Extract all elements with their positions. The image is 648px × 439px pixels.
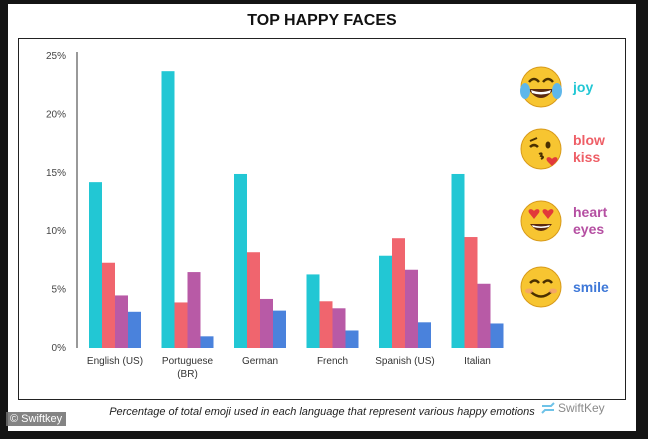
bar-blow-kiss <box>102 262 115 348</box>
bar-blow-kiss <box>247 252 260 348</box>
bar-blow-kiss <box>392 238 405 348</box>
bar-heart-eyes <box>405 269 418 348</box>
bar-joy <box>161 71 175 349</box>
bar-joy <box>234 173 247 348</box>
smiling-face-icon <box>520 266 562 308</box>
bar-joy <box>306 274 320 348</box>
legend-item-heart-eyes: heart eyes <box>519 199 607 243</box>
legend-label-blow-kiss-line1: blow <box>573 132 605 148</box>
bar-blow-kiss <box>319 301 333 348</box>
swiftkey-mark-icon <box>541 402 555 414</box>
bar-smile <box>200 336 214 348</box>
bar-heart-eyes <box>260 298 273 348</box>
y-tick-label: 15% <box>46 168 66 179</box>
chart-frame: TOP HAPPY FACES 0% 5% 10% 15% 20% 25% English … <box>8 4 636 431</box>
bar-heart-eyes <box>332 308 346 348</box>
chart-title: TOP HAPPY FACES <box>247 12 397 29</box>
bar-blow-kiss <box>464 237 478 348</box>
bar-blow-kiss <box>174 302 188 348</box>
x-tick-label: Spanish (US) <box>375 356 434 367</box>
x-tick-label: German <box>242 356 278 367</box>
face-with-tears-of-joy-icon <box>520 66 562 108</box>
watermark: © Swiftkey <box>6 412 67 426</box>
x-tick-label: Italian <box>464 356 491 367</box>
bar-smile <box>345 330 359 348</box>
legend-label-joy: joy <box>573 78 594 95</box>
legend-item-blow-kiss: blow kiss <box>519 127 605 171</box>
bar-joy <box>451 173 465 348</box>
swiftkey-logo: SwiftKey <box>541 401 605 415</box>
brand-name: SwiftKey <box>558 401 605 415</box>
bar-heart-eyes <box>477 283 491 348</box>
bar-smile <box>273 310 286 348</box>
bar-heart-eyes <box>187 272 201 348</box>
bar-chart: 0% 5% 10% 15% 20% 25% English (US) Portuguese (B… <box>46 51 504 380</box>
y-tick-label: 0% <box>52 343 67 354</box>
bar-smile <box>490 323 504 348</box>
y-tick-label: 20% <box>46 109 66 120</box>
y-tick-label: 25% <box>46 51 66 62</box>
bar-joy <box>379 255 392 348</box>
legend-label-heart-eyes-line1: heart <box>573 204 608 220</box>
heart-eyes-face-icon <box>520 200 562 242</box>
chart-box: 0% 5% 10% 15% 20% 25% English (US) Portuguese (B… <box>18 38 626 415</box>
x-tick-label: (BR) <box>177 369 198 380</box>
y-tick-label: 10% <box>46 226 66 237</box>
legend-label-blow-kiss-line2: kiss <box>573 149 601 165</box>
legend-label-smile: smile <box>573 278 609 295</box>
chart-caption: Percentage of total emoji used in each l… <box>109 406 535 418</box>
legend-item-smile: smile <box>519 265 609 309</box>
bar-smile <box>128 311 141 348</box>
x-tick-label: English (US) <box>87 356 143 367</box>
face-blowing-kiss-icon <box>520 128 562 170</box>
x-tick-label: Portuguese <box>162 356 214 367</box>
bar-joy <box>89 182 102 348</box>
y-tick-label: 5% <box>52 285 67 296</box>
legend-label-heart-eyes-line2: eyes <box>573 221 605 237</box>
legend-item-joy: joy <box>519 65 593 109</box>
x-tick-label: French <box>317 356 348 367</box>
bar-heart-eyes <box>115 295 128 348</box>
bar-smile <box>418 322 431 348</box>
